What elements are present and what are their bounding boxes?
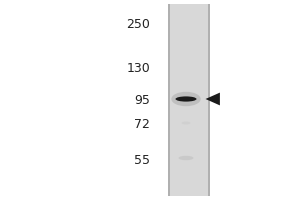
Text: 72: 72 — [134, 117, 150, 130]
Ellipse shape — [176, 96, 197, 102]
Ellipse shape — [178, 156, 194, 160]
Ellipse shape — [171, 92, 201, 106]
Text: 250: 250 — [126, 18, 150, 30]
Ellipse shape — [182, 121, 190, 124]
Bar — [208, 4, 210, 196]
Text: 95: 95 — [134, 94, 150, 106]
Bar — [168, 4, 210, 196]
Bar — [168, 4, 170, 196]
Text: 55: 55 — [134, 154, 150, 166]
Text: 130: 130 — [126, 62, 150, 74]
Polygon shape — [206, 93, 220, 105]
